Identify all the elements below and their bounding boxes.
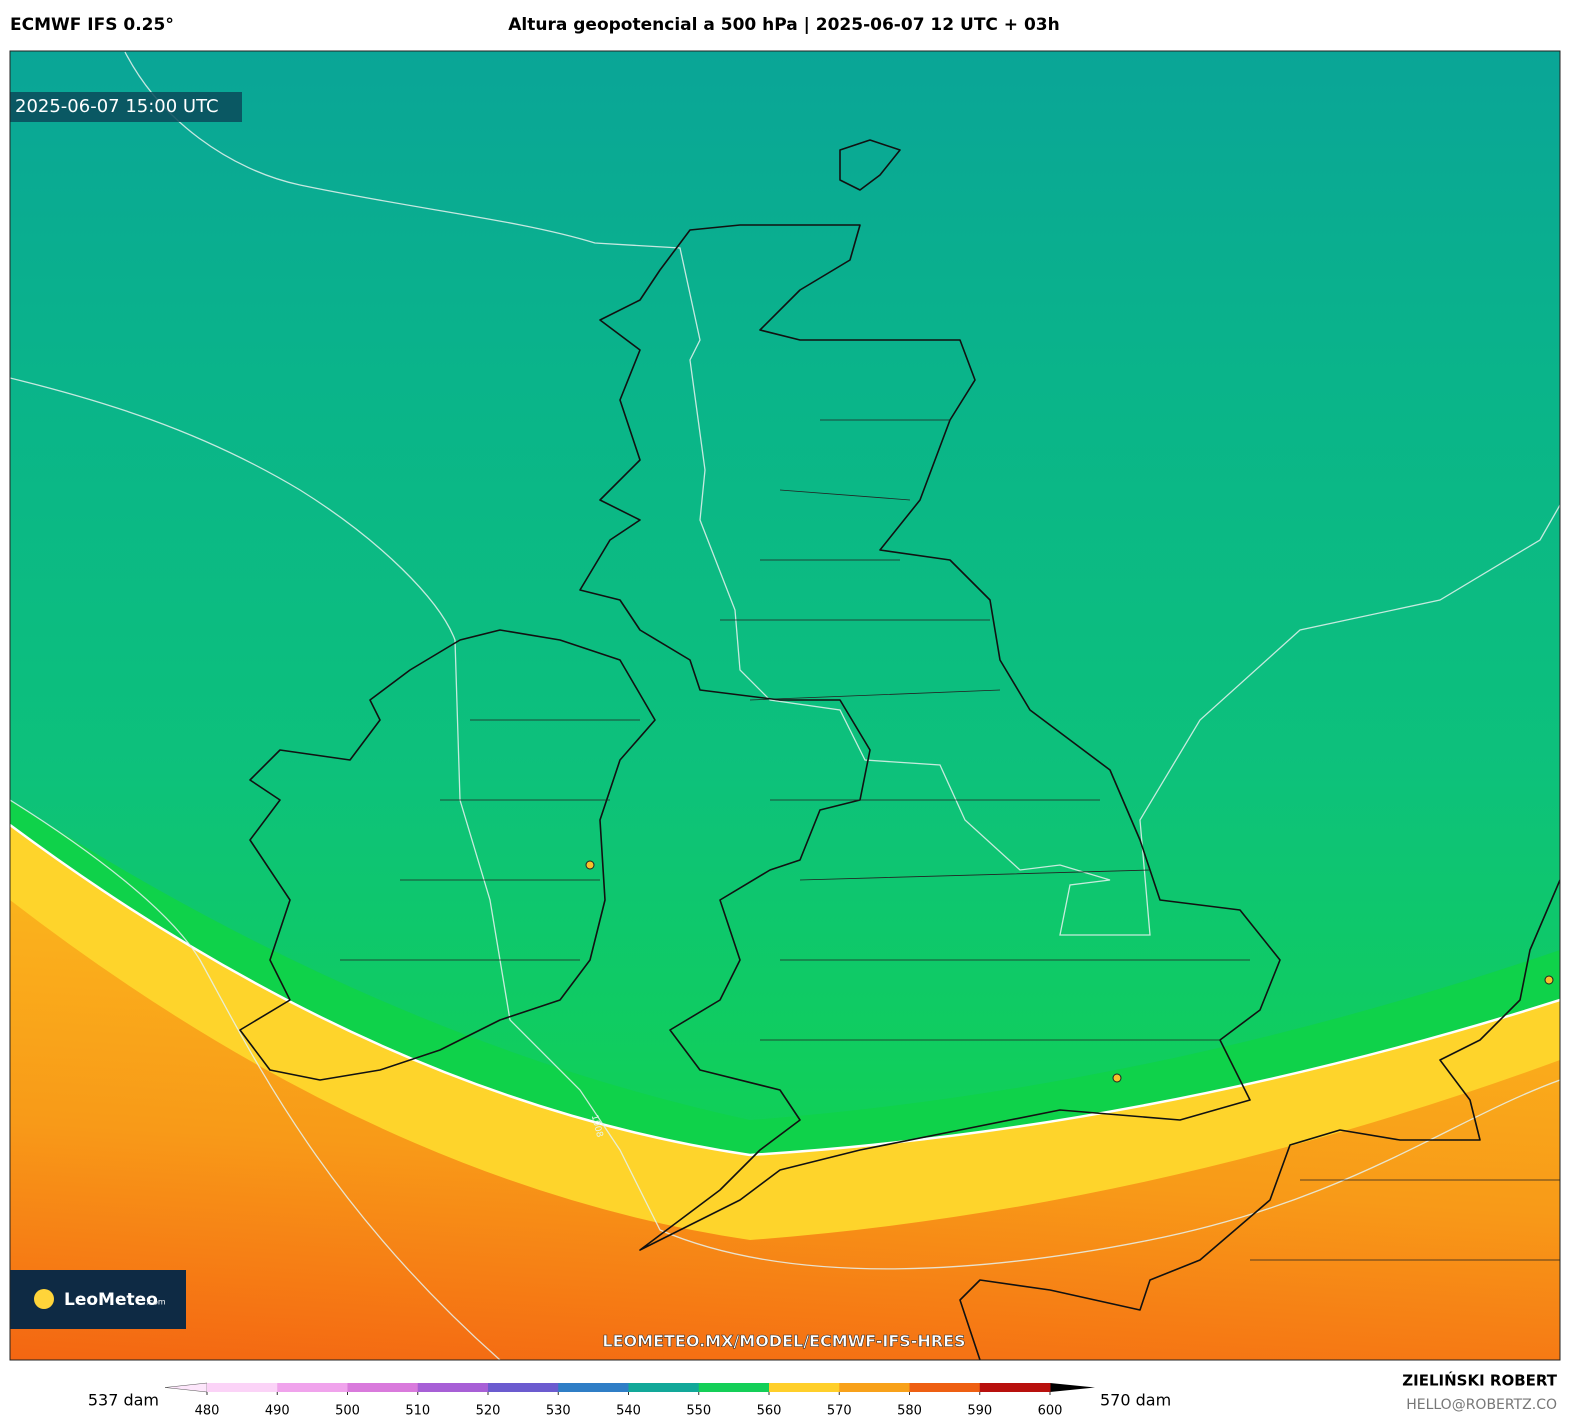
map: 1008 2025-06-07 15:00 UTC LeoMeteo .com … xyxy=(10,51,1560,1360)
colorbar: 480 490 500 510 520 530 540 550 560 570 580 590 600 xyxy=(164,1382,1095,1419)
colorbar-segment xyxy=(698,1383,770,1392)
colorbar-segment xyxy=(488,1383,559,1392)
city-london xyxy=(1112,1073,1122,1083)
city-amsterdam xyxy=(1544,975,1554,985)
borders xyxy=(340,419,1560,1261)
colorbar-under xyxy=(164,1382,208,1393)
colorbar-segment xyxy=(347,1383,419,1392)
coastline-gb xyxy=(579,224,1281,1251)
colorbar-segment xyxy=(277,1383,348,1392)
colorbar-tick-label: 500 xyxy=(335,1404,360,1419)
colorbar-tick-label: 530 xyxy=(546,1404,571,1419)
map-frame xyxy=(9,50,1561,1361)
coastline-shetland xyxy=(839,139,901,191)
logo-name: LeoMeteo xyxy=(64,1290,158,1310)
colorbar-segment xyxy=(417,1383,489,1392)
coastline-continent xyxy=(959,879,1560,1360)
colorbar-segment xyxy=(839,1383,910,1392)
colorbar-tick-label: 570 xyxy=(827,1404,852,1419)
watermark: LEOMETEO.MX/MODEL/ECMWF-IFS-HRES xyxy=(602,1332,965,1351)
colorbar-tick-label: 520 xyxy=(476,1404,501,1419)
valid-time-box xyxy=(10,92,242,122)
colorbar-tick-label: 550 xyxy=(686,1404,711,1419)
email: HELLO@ROBERTZ.CO xyxy=(1406,1397,1557,1413)
colorbar-tick-label: 580 xyxy=(897,1404,922,1419)
colorbar-segment xyxy=(628,1383,700,1392)
colorbar-segment xyxy=(207,1383,278,1392)
orange-band xyxy=(10,900,1560,1360)
colorbar-over xyxy=(1050,1383,1095,1392)
contour-552 xyxy=(10,823,1560,1157)
valid-time: 2025-06-07 15:00 UTC xyxy=(15,96,219,117)
colorbar-segment xyxy=(558,1383,629,1392)
colorbar-segment xyxy=(979,1383,1051,1392)
model-name: ECMWF IFS 0.25° xyxy=(10,15,174,35)
colorbar-segment xyxy=(769,1383,840,1392)
author: ZIELIŃSKI ROBERT xyxy=(1402,1371,1557,1390)
isobar xyxy=(10,799,501,1360)
city-dublin xyxy=(585,860,595,870)
isobar xyxy=(10,377,1560,1270)
colorbar-tick-label: 480 xyxy=(195,1404,220,1419)
colorbar-max-label: 570 dam xyxy=(1100,1391,1171,1410)
logo-sun xyxy=(34,1289,54,1309)
logo-suffix: .com xyxy=(146,1298,166,1307)
colorbar-tick-label: 540 xyxy=(616,1404,641,1419)
colorbar-segment xyxy=(909,1383,981,1392)
colorbar-tick-label: 600 xyxy=(1038,1404,1063,1419)
colorbar-tick-label: 590 xyxy=(967,1404,992,1419)
isobar xyxy=(124,51,1560,936)
coastline-ireland xyxy=(239,629,656,1081)
colorbar-tick-label: 510 xyxy=(405,1404,430,1419)
colorbar-min-label: 537 dam xyxy=(88,1391,159,1410)
colorbar-tick-label: 490 xyxy=(265,1404,290,1419)
colorbar-tick-label: 560 xyxy=(757,1404,782,1419)
map-title: Altura geopotencial a 500 hPa | 2025-06-… xyxy=(508,15,1059,35)
